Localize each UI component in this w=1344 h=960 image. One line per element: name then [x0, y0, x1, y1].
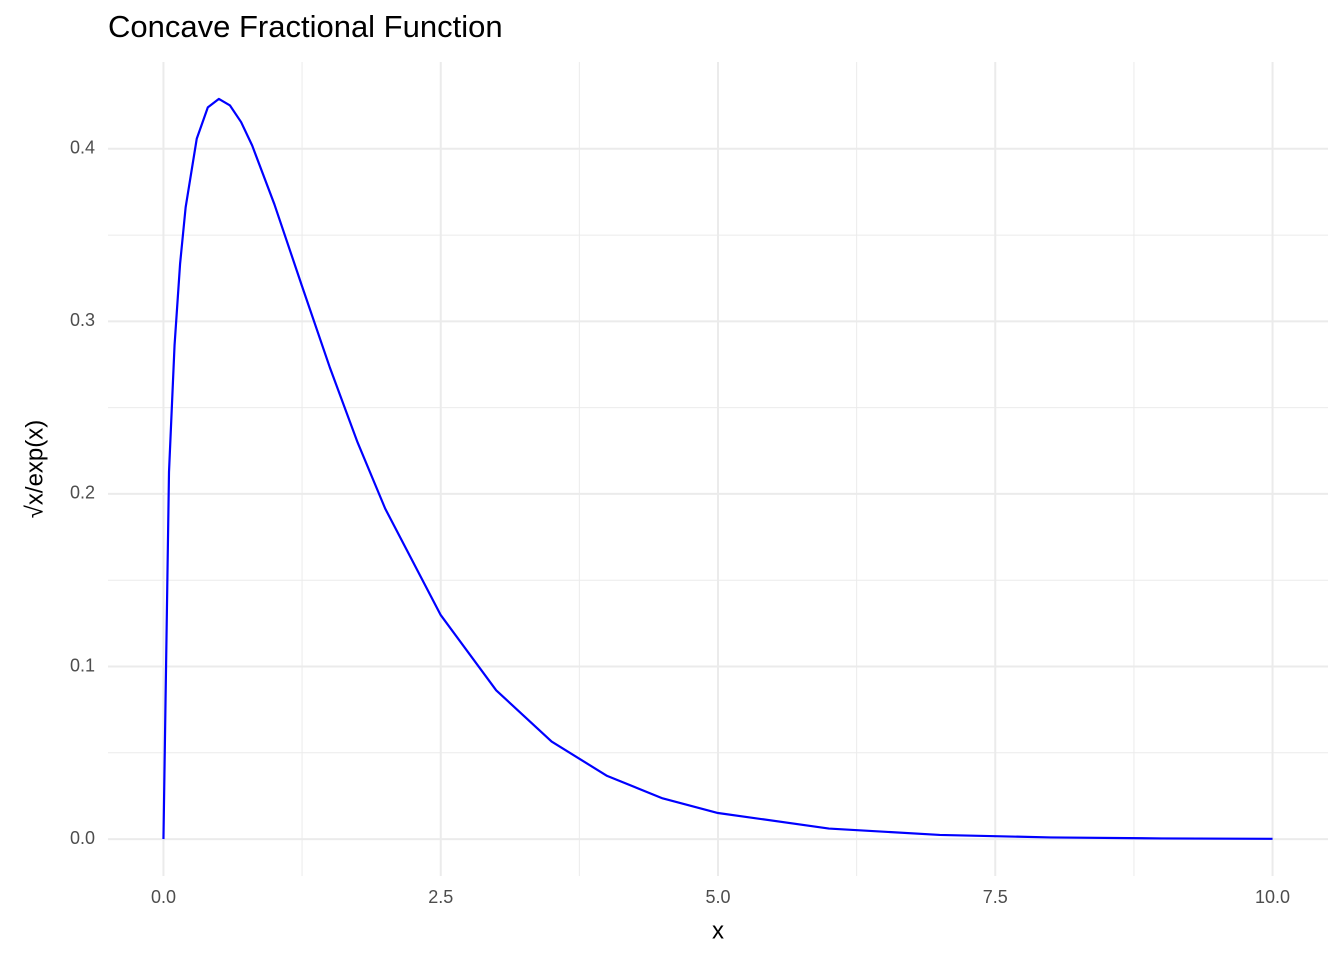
y-axis-title: √x/exp(x) — [21, 420, 48, 519]
line — [162, 97, 1273, 840]
y-tick-label: 0.2 — [70, 483, 95, 503]
y-tick-label: 0.0 — [70, 828, 95, 848]
y-tick-label: 0.3 — [70, 310, 95, 330]
x-tick-label: 7.5 — [983, 887, 1008, 907]
chart-title: Concave Fractional Function — [108, 9, 503, 44]
x-tick-label: 0.0 — [151, 887, 176, 907]
y-tick-label: 0.1 — [70, 655, 95, 675]
y-tick-label: 0.4 — [70, 138, 95, 158]
x-tick-label: 10.0 — [1255, 887, 1290, 907]
x-tick-label: 2.5 — [428, 887, 453, 907]
x-axis-title: x — [712, 917, 724, 944]
x-tick-label: 5.0 — [705, 887, 730, 907]
